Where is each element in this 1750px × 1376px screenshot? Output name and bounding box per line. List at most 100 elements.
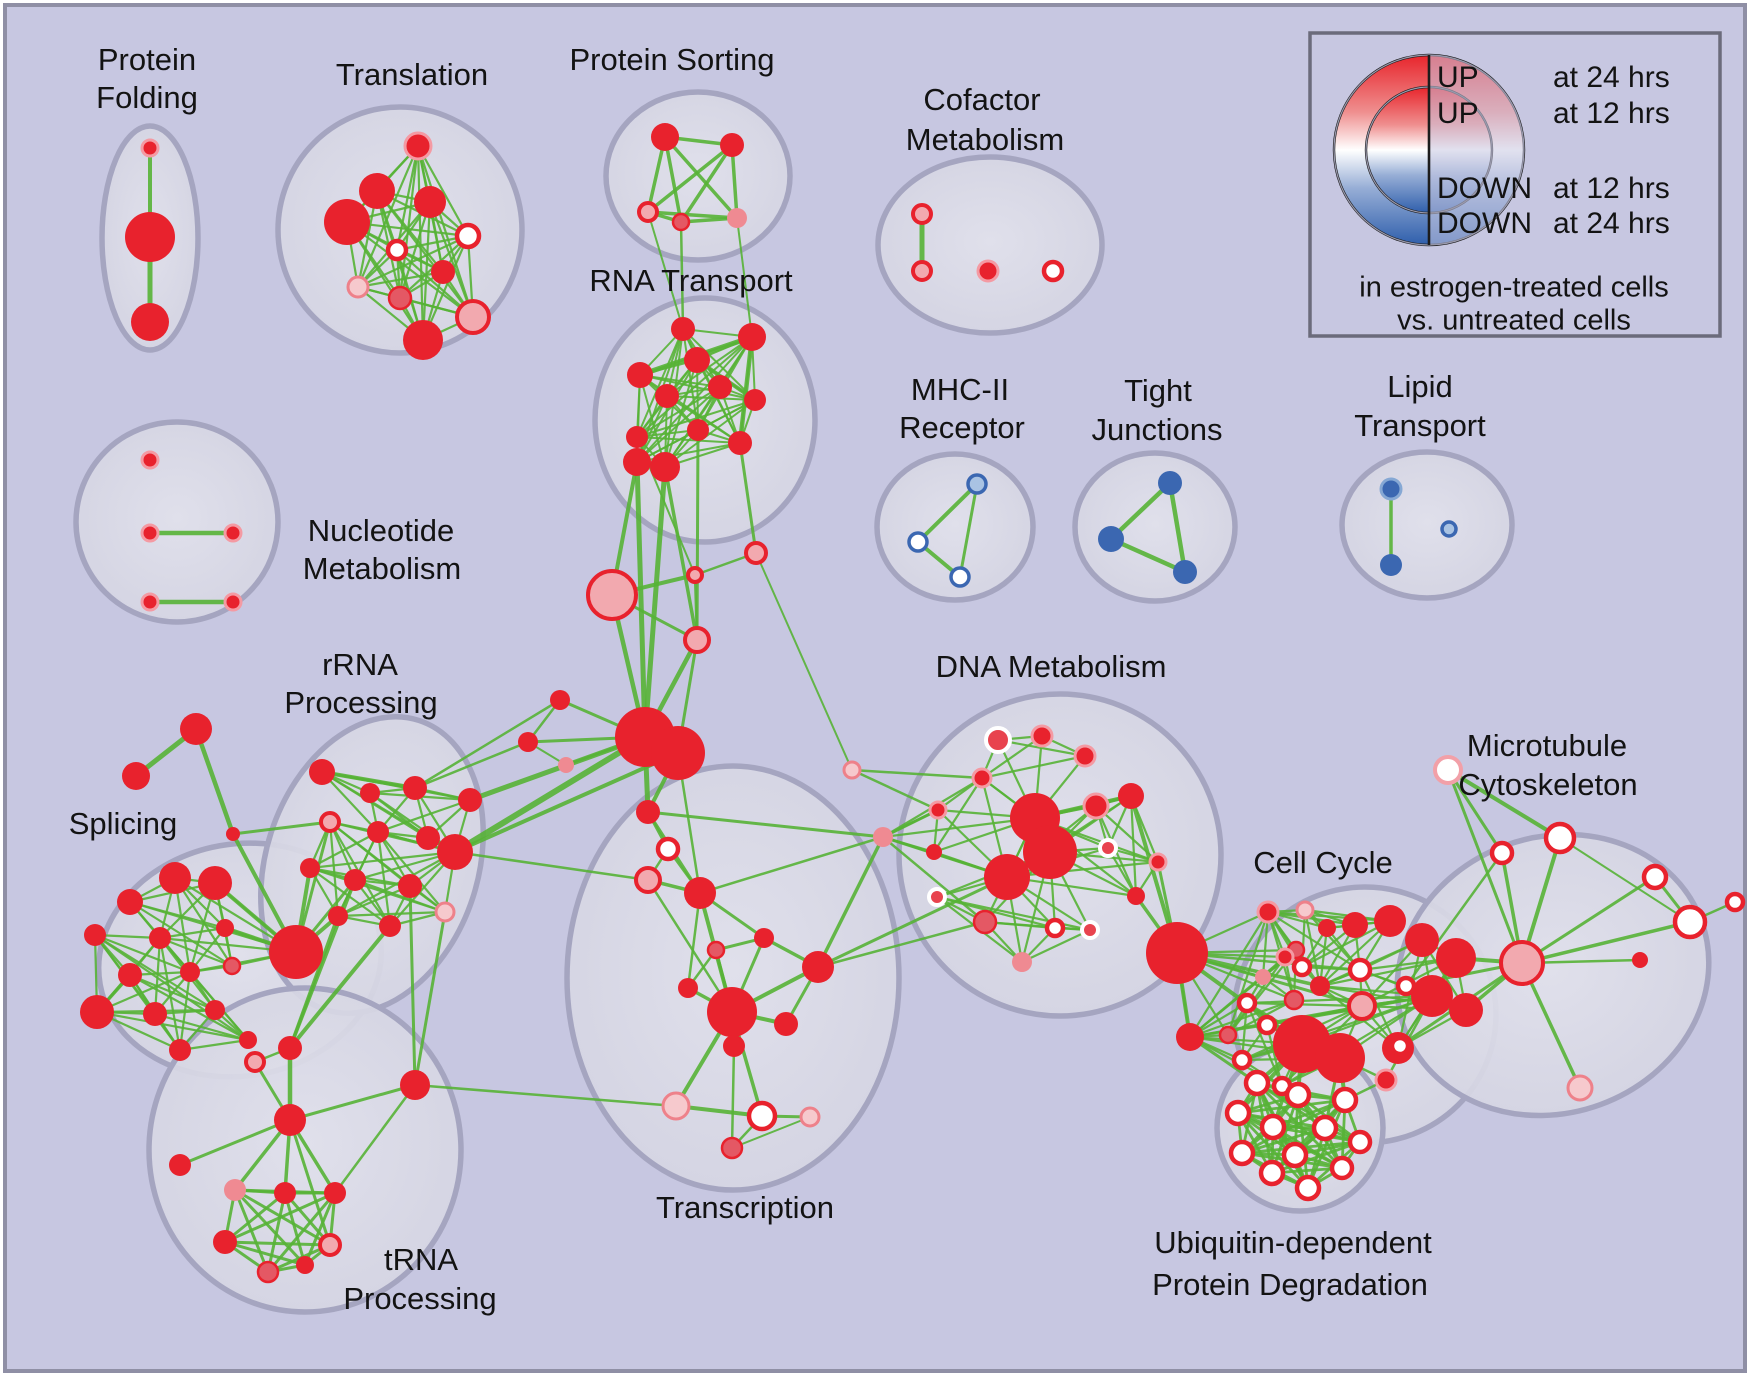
network-edge <box>376 830 392 928</box>
legend-row1-direction: UP <box>1437 61 1479 94</box>
network-node-ld1 <box>873 827 893 847</box>
network-node-g3 <box>984 854 1030 900</box>
network-node-mt2 <box>1489 840 1515 866</box>
network-edge <box>288 1083 417 1122</box>
network-node-s9 <box>222 956 242 976</box>
network-edge <box>308 850 457 870</box>
network-edge <box>413 910 447 1087</box>
network-edge <box>1559 837 1691 923</box>
network-node-c3 <box>586 569 638 621</box>
network-edge <box>356 144 420 289</box>
network-node-x11 <box>723 1035 745 1057</box>
network-node-nu4 <box>140 592 160 612</box>
network-edge <box>816 835 885 969</box>
network-node-rr12 <box>379 915 401 937</box>
network-node-x4 <box>684 877 716 909</box>
network-edge <box>95 1010 250 1042</box>
network-node-ta <box>180 713 212 745</box>
network-node-lp1 <box>1379 477 1403 501</box>
network-edge <box>1188 998 1296 1039</box>
network-node-t8 <box>431 260 455 284</box>
network-edge <box>738 441 758 555</box>
network-node-ps2 <box>720 133 744 157</box>
network-edge <box>223 1240 332 1247</box>
network-node-tg4 <box>213 1230 237 1254</box>
network-node-tb <box>122 762 150 790</box>
network-node-c1 <box>686 566 704 584</box>
network-node-x12 <box>661 1091 691 1121</box>
network-node-trl <box>169 1154 191 1176</box>
cluster-cofactor-metabolism-label-line2: Metabolism <box>906 122 1065 157</box>
network-edge <box>1167 480 1188 575</box>
network-edge <box>1520 875 1657 965</box>
network-node-nu1 <box>140 450 160 470</box>
network-edge <box>663 135 739 220</box>
network-node-mth <box>1499 940 1545 986</box>
network-node-n1 <box>1256 900 1280 924</box>
network-node-d9 <box>1098 838 1118 858</box>
network-node-r10 <box>623 448 651 476</box>
cluster-lipid-transport-label-line2: Transport <box>1354 408 1486 443</box>
network-node-r9 <box>687 419 709 441</box>
network-edge <box>266 1191 287 1274</box>
cluster-lipid-transport-ellipse <box>1339 449 1515 601</box>
network-nodes <box>80 123 1746 1284</box>
network-edge <box>128 973 250 1042</box>
network-node-s12 <box>205 1000 225 1020</box>
network-node-w1 <box>1231 1049 1253 1071</box>
network-edge <box>639 374 756 401</box>
network-node-rr5 <box>367 821 389 843</box>
network-edge <box>666 395 756 401</box>
network-node-g2 <box>1023 825 1077 879</box>
network-node-s2 <box>198 866 232 900</box>
network-edge <box>376 798 472 834</box>
network-edge <box>636 336 753 463</box>
network-node-d8 <box>1118 783 1144 809</box>
network-node-d10 <box>1148 852 1168 872</box>
network-node-tg6 <box>256 1260 280 1284</box>
network-edge <box>413 740 530 790</box>
network-edge <box>731 1116 811 1149</box>
network-node-x10 <box>774 1012 798 1036</box>
network-node-pf2 <box>125 212 175 262</box>
network-node-d15 <box>1080 920 1100 940</box>
network-node-r8 <box>626 426 648 448</box>
network-edge <box>178 970 192 1052</box>
legend-row4-direction: DOWN <box>1437 207 1532 240</box>
network-node-mh1 <box>966 473 988 495</box>
network-node-rr2 <box>360 783 380 803</box>
network-edge <box>153 936 162 1016</box>
network-node-u8 <box>1228 1139 1256 1167</box>
network-node-x7 <box>678 978 698 998</box>
network-edge <box>158 936 182 1052</box>
network-node-b4 <box>1449 993 1483 1027</box>
network-node-rr13 <box>434 901 456 923</box>
cluster-transcription-label-line1: Transcription <box>656 1190 834 1225</box>
network-node-mt4 <box>1641 863 1669 891</box>
network-edge <box>288 1118 332 1247</box>
network-node-c4 <box>683 626 711 654</box>
cluster-nucleotide-metabolism-ellipse <box>73 419 281 625</box>
cluster-rrna-processing-label-line1: rRNA <box>322 647 398 682</box>
network-node-x14 <box>799 1106 821 1128</box>
network-node-n4 <box>1318 919 1336 937</box>
network-node-r6 <box>708 375 732 399</box>
network-edge <box>1188 975 1265 1039</box>
network-node-hx3 <box>558 757 574 773</box>
network-node-tg7 <box>296 1256 314 1274</box>
network-node-x15 <box>720 1136 744 1160</box>
network-node-trr <box>400 1070 430 1100</box>
network-node-nu5 <box>223 592 243 612</box>
network-node-t6 <box>385 238 409 262</box>
network-edge <box>647 211 684 330</box>
network-node-tj2 <box>1098 526 1124 552</box>
legend-row1-time: at 24 hrs <box>1553 61 1670 94</box>
network-node-n9 <box>1255 969 1271 985</box>
network-node-nu3 <box>223 523 243 543</box>
network-node-n5 <box>1342 912 1368 938</box>
network-node-n6 <box>1374 905 1406 937</box>
network-node-n10 <box>1236 992 1258 1014</box>
network-edge <box>158 936 234 968</box>
cluster-rrna-processing-label-line2: Processing <box>284 685 437 720</box>
network-node-tg2 <box>274 1182 296 1204</box>
